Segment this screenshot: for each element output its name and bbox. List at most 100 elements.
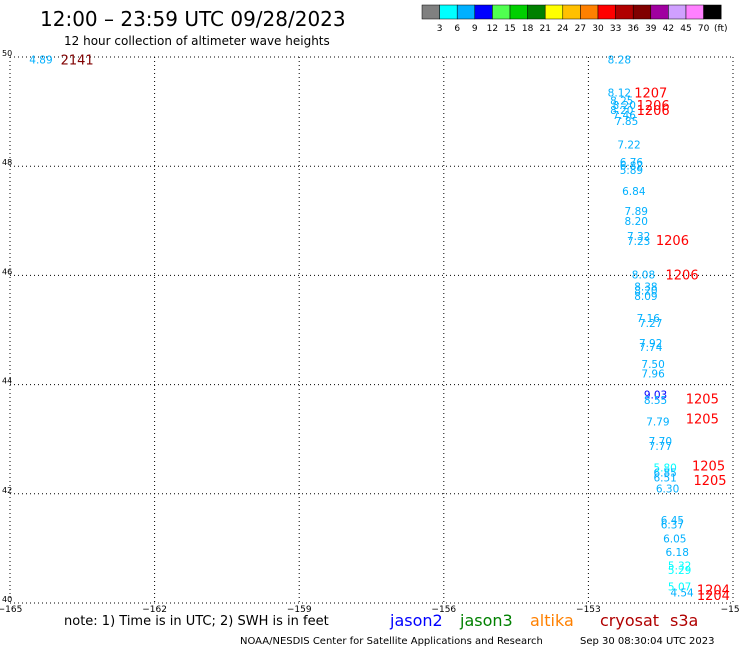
x-tick-label: −150 (721, 605, 740, 615)
y-tick-label: 48 (2, 158, 12, 167)
time-label: 1205 (693, 474, 726, 489)
color-scale-label: 12 (487, 24, 498, 34)
wave-height-value: 8.08 (632, 269, 655, 281)
wave-height-value: 5.29 (668, 565, 691, 577)
wave-height-value: 7.22 (617, 139, 640, 151)
legend-entry: cryosat (600, 611, 659, 630)
x-tick-label: −156 (431, 605, 456, 615)
wave-height-value: 8.09 (634, 291, 657, 303)
legend-entry: s3a (670, 611, 698, 630)
color-scale-swatch (421, 4, 440, 20)
wave-height-value: 7.16 (637, 313, 661, 325)
wave-height-value: 4.89 (29, 55, 52, 67)
color-scale-label: 33 (610, 24, 621, 34)
chart-subtitle: 12 hour collection of altimeter wave hei… (64, 34, 330, 48)
wave-height-value: 8.38 (634, 281, 657, 293)
color-scale-label: 36 (627, 24, 639, 34)
wave-height-value: 6.76 (620, 157, 644, 169)
color-scale-bar: 3 6 9 12 15 18 21 24 27 30 33 36 39 42 45 70 (421, 4, 722, 34)
y-tick-label: 40 (2, 595, 12, 604)
wave-height-value: 6.30 (656, 483, 679, 495)
wave-height-value: 9.03 (644, 389, 667, 401)
color-scale-swatch (456, 4, 476, 20)
time-label: 1205 (686, 412, 719, 427)
wave-height-value: 7.32 (627, 231, 650, 243)
color-scale-label: 18 (522, 24, 534, 34)
wave-height-labels: 4.89 8.28 8.128.258.208.207.467.85 7.22 6.76… (29, 55, 694, 600)
wave-height-value: 7.50 (641, 359, 664, 371)
wave-height-value: 6.51 (653, 472, 676, 484)
color-scale-swatch (597, 4, 616, 20)
footer-timestamp: Sep 30 08:30:04 UTC 2023 (580, 636, 714, 647)
color-scale-label: 9 (472, 24, 478, 34)
time-label: 1206 (637, 99, 670, 114)
color-scale-swatch (492, 4, 511, 20)
wave-height-value: 7.79 (646, 417, 669, 429)
color-scale-swatch (562, 4, 581, 20)
wave-height-value: 7.70 (649, 436, 672, 448)
time-label: 1204 (697, 589, 730, 604)
wave-height-value: 6.82 (620, 161, 643, 173)
wave-height-value: 7.74 (639, 342, 663, 354)
axis-ticks: −165 −162 −159 −156 −153 −150 40 42 44 46 48 50 (0, 49, 740, 615)
wave-height-value: 6.85 (653, 468, 676, 480)
color-scale-label: 21 (539, 24, 550, 34)
color-scale-swatch (474, 4, 493, 20)
chart-title: 12:00 – 23:59 UTC 09/28/2023 (40, 7, 346, 31)
color-scale-label: 15 (504, 24, 515, 34)
color-scale-swatch (650, 4, 669, 20)
wave-height-value: 7.92 (639, 338, 662, 350)
wave-height-value: 6.84 (622, 186, 646, 198)
y-tick-label: 50 (2, 49, 12, 58)
time-label: 1205 (686, 392, 719, 407)
wave-height-value: 8.28 (608, 55, 631, 67)
color-scale-label: 39 (645, 24, 657, 34)
satellite-legend: jason2 jason3 altika cryosat s3a (389, 611, 698, 630)
wave-height-value: 5.89 (620, 165, 643, 177)
legend-entry: altika (530, 611, 574, 630)
wave-height-value: 7.96 (641, 369, 665, 381)
color-scale-swatch (544, 4, 564, 20)
y-tick-label: 46 (2, 267, 12, 276)
grid (9, 56, 734, 604)
footer-note: note: 1) Time is in UTC; 2) SWH is in fe… (64, 614, 329, 629)
time-label: 1206 (637, 104, 670, 119)
color-scale-swatch (509, 4, 528, 20)
legend-entry: jason3 (459, 611, 513, 630)
color-scale-swatch (685, 4, 704, 20)
wave-height-value: 8.55 (644, 395, 667, 407)
legend-entry: jason2 (389, 611, 443, 630)
x-tick-label: −159 (287, 605, 312, 615)
wave-height-value: 7.23 (627, 236, 650, 248)
wave-height-value: 8.20 (613, 100, 636, 112)
color-scale-label: 3 (437, 24, 443, 34)
color-scale-label: 30 (592, 24, 604, 34)
wave-height-value: 8.25 (610, 96, 633, 108)
time-label: 1204 (697, 583, 730, 598)
y-tick-label: 44 (2, 377, 12, 386)
wave-height-value: 7.46 (613, 110, 637, 122)
wave-height-value: 5.32 (668, 560, 691, 572)
color-scale-swatch (615, 4, 634, 20)
time-label: 1205 (692, 459, 725, 474)
wave-height-value: 8.20 (610, 105, 633, 117)
color-scale-label: 24 (557, 24, 569, 34)
color-scale-swatch (703, 4, 722, 20)
time-label: 1206 (656, 234, 689, 249)
color-scale-label: 6 (454, 24, 460, 34)
time-labels: 2141120712061206120612061205120512051205… (61, 54, 730, 604)
color-scale-unit: (ft) (714, 24, 728, 34)
color-scale-label: 27 (575, 24, 586, 34)
wave-height-value: 7.77 (649, 441, 672, 453)
wave-height-value: 6.45 (661, 515, 684, 527)
color-scale-swatch (439, 4, 458, 20)
y-tick-label: 42 (2, 486, 12, 495)
wave-height-value: 4.54 (670, 588, 694, 600)
color-scale-swatch (580, 4, 599, 20)
wave-height-value: 8.12 (608, 87, 631, 99)
footer-credit: NOAA/NESDIS Center for Satellite Applica… (240, 636, 543, 647)
wave-height-value: 7.27 (639, 318, 662, 330)
color-scale-label: 42 (663, 24, 674, 34)
color-scale-swatch (527, 4, 546, 20)
wave-height-value: 7.85 (615, 116, 638, 128)
